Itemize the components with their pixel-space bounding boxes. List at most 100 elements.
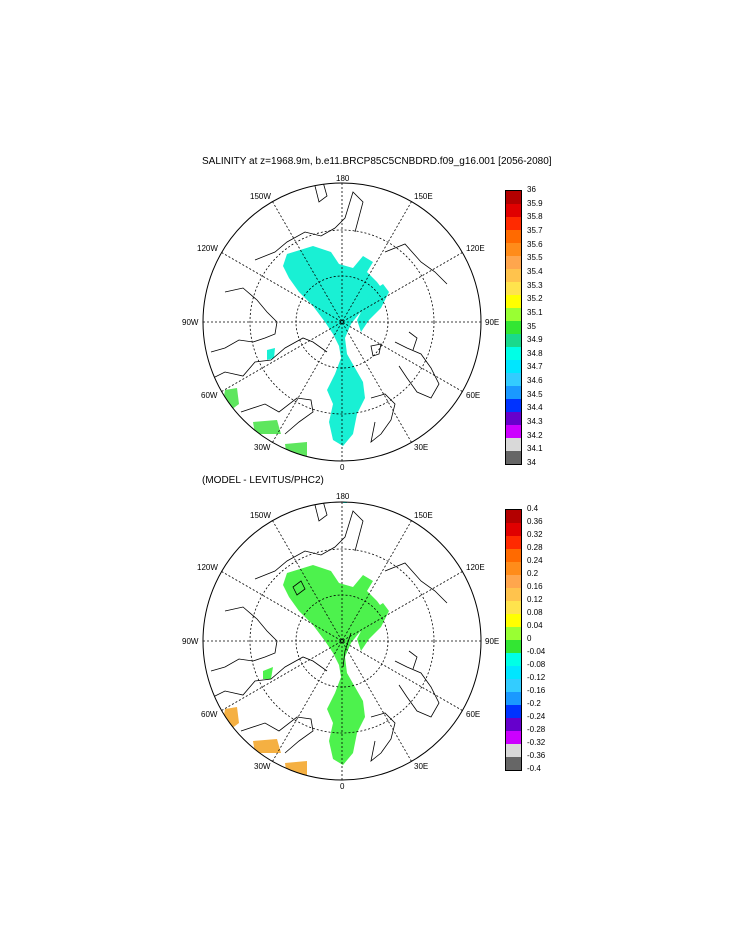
colorbar-label: 35.5	[527, 253, 543, 262]
colorbar-swatch	[506, 627, 521, 640]
colorbar-label: 35.1	[527, 308, 543, 317]
colorbar-label: -0.04	[527, 647, 546, 656]
anomaly-small-patch	[263, 667, 273, 679]
colorbar-label: 0.4	[527, 504, 539, 513]
colorbar-label: 0.32	[527, 530, 543, 539]
colorbar-swatch	[506, 744, 521, 757]
colorbar-label: 35.8	[527, 212, 543, 221]
panel2-lon-90w: 90W	[182, 637, 199, 646]
panel1-lon-60e: 60E	[466, 391, 481, 400]
anomaly-patch-30w-a	[253, 739, 281, 753]
panel1-lon-30w: 30W	[254, 443, 271, 452]
panel2-lon-60e: 60E	[466, 710, 481, 719]
colorbar-label: 0.2	[527, 569, 539, 578]
colorbar-label: -0.16	[527, 686, 546, 695]
panel1-lon-0: 0	[340, 463, 345, 472]
colorbar-swatch	[506, 705, 521, 718]
panel2-title: (MODEL - LEVITUS/PHC2)	[202, 475, 324, 486]
colorbar-label: 34.1	[527, 444, 543, 453]
colorbar-label: -0.12	[527, 673, 546, 682]
colorbar-swatch	[506, 321, 521, 334]
salinity-field-east	[357, 284, 389, 332]
colorbar-swatch	[506, 679, 521, 692]
panel1-lon-90w: 90W	[182, 318, 199, 327]
colorbar-label: 0.12	[527, 595, 543, 604]
colorbar-swatch	[506, 523, 521, 536]
colorbar-swatch	[506, 295, 521, 308]
colorbar-swatch	[506, 217, 521, 230]
panel1-lon-180: 180	[336, 174, 350, 183]
colorbar-label: -0.2	[527, 699, 541, 708]
panel2-lon-60w: 60W	[201, 710, 218, 719]
colorbar-label: 35	[527, 322, 536, 331]
colorbar-label: 36	[527, 185, 536, 194]
panel1-map	[202, 182, 482, 462]
colorbar-label: 0	[527, 634, 532, 643]
colorbar-swatch	[506, 640, 521, 653]
colorbar-label: 34.6	[527, 376, 543, 385]
colorbar-label: 35.9	[527, 199, 543, 208]
panel2-lon-180: 180	[336, 492, 350, 501]
panel2-lon-30w: 30W	[254, 762, 271, 771]
panel2-lon-0: 0	[340, 782, 345, 791]
colorbar-label: 34.2	[527, 431, 543, 440]
colorbar-swatch	[506, 399, 521, 412]
panel2-colorbar	[505, 509, 522, 771]
colorbar-label: 0.24	[527, 556, 543, 565]
colorbar-swatch	[506, 373, 521, 386]
panel2-lon-120w: 120W	[197, 563, 218, 572]
panel2-map	[202, 501, 482, 781]
colorbar-label: -0.32	[527, 738, 546, 747]
colorbar-swatch	[506, 334, 521, 347]
colorbar-label: 34.4	[527, 403, 543, 412]
colorbar-label: 34.3	[527, 417, 543, 426]
panel2-lon-150e: 150E	[414, 511, 433, 520]
colorbar-swatch	[506, 360, 521, 373]
colorbar-swatch	[506, 412, 521, 425]
colorbar-label: 35.6	[527, 240, 543, 249]
small-patch-cyan	[267, 348, 275, 360]
colorbar-swatch	[506, 451, 521, 464]
colorbar-swatch	[506, 243, 521, 256]
colorbar-label: 0.04	[527, 621, 543, 630]
patch-60w	[223, 388, 239, 410]
colorbar-label: -0.24	[527, 712, 546, 721]
colorbar-label: 35.4	[527, 267, 543, 276]
colorbar-label: -0.08	[527, 660, 546, 669]
colorbar-swatch	[506, 191, 521, 204]
colorbar-swatch	[506, 692, 521, 705]
colorbar-swatch	[506, 347, 521, 360]
panel2-lon-120e: 120E	[466, 563, 485, 572]
colorbar-label: 35.7	[527, 226, 543, 235]
panel1-lon-120e: 120E	[466, 244, 485, 253]
panel2-lon-90e: 90E	[485, 637, 500, 646]
colorbar-swatch	[506, 718, 521, 731]
colorbar-swatch	[506, 666, 521, 679]
anomaly-field	[283, 565, 383, 765]
colorbar-label: 34	[527, 458, 536, 467]
panel2-lon-30e: 30E	[414, 762, 429, 771]
salinity-field	[283, 246, 383, 446]
colorbar-swatch	[506, 731, 521, 744]
colorbar-swatch	[506, 614, 521, 627]
panel1-lon-120w: 120W	[197, 244, 218, 253]
colorbar-label: 0.08	[527, 608, 543, 617]
panel1-lon-150e: 150E	[414, 192, 433, 201]
colorbar-label: 35.3	[527, 281, 543, 290]
panel1-lon-60w: 60W	[201, 391, 218, 400]
colorbar-swatch	[506, 757, 521, 770]
colorbar-swatch	[506, 510, 521, 523]
colorbar-swatch	[506, 269, 521, 282]
panel1-title: SALINITY at z=1968.9m, b.e11.BRCP85C5CNB…	[202, 156, 552, 167]
colorbar-swatch	[506, 282, 521, 295]
colorbar-swatch	[506, 230, 521, 243]
panel2-lon-150w: 150W	[250, 511, 271, 520]
colorbar-label: 0.36	[527, 517, 543, 526]
colorbar-label: 34.9	[527, 335, 543, 344]
panel1-colorbar	[505, 190, 522, 465]
anomaly-field-east	[357, 603, 389, 651]
colorbar-swatch	[506, 308, 521, 321]
colorbar-swatch	[506, 601, 521, 614]
colorbar-swatch	[506, 425, 521, 438]
colorbar-swatch	[506, 536, 521, 549]
